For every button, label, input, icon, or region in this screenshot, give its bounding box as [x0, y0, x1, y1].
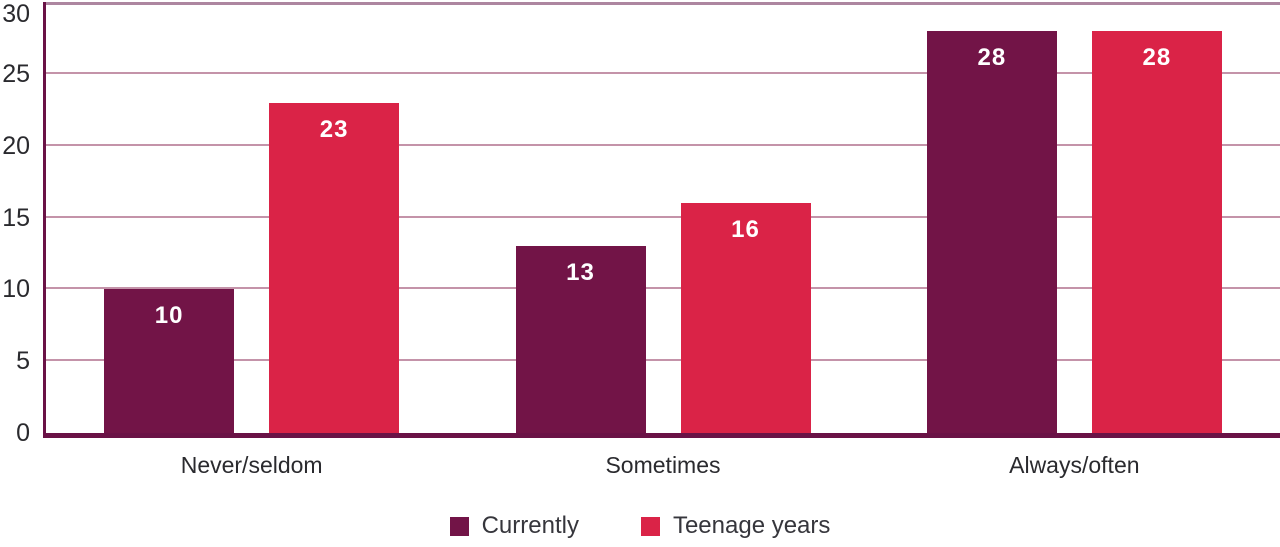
bar-value-label: 23: [319, 115, 349, 143]
bar-value-label: 10: [154, 302, 184, 330]
bar-teenage-years-sometimes: 16: [680, 203, 811, 433]
y-tick-label-5: 5: [16, 347, 30, 376]
bar-currently-always-often: 28: [926, 30, 1057, 433]
gridline-5: [46, 359, 1280, 362]
legend-item-currently: Currently: [449, 512, 579, 540]
x-category-label-sometimes: Sometimes: [605, 452, 721, 478]
y-tick-label-10: 10: [2, 275, 30, 304]
gridline-25: [46, 71, 1280, 74]
bar-value-label: 28: [977, 43, 1007, 71]
y-axis-tick-labels: 0 5 10 15 20 25 30: [0, 0, 30, 547]
chart-legend: Currently Teenage years: [0, 510, 1280, 542]
y-tick-label-25: 25: [2, 59, 30, 88]
y-tick-label-30: 30: [2, 0, 30, 28]
x-axis-baseline: [43, 433, 1280, 438]
y-tick-label-15: 15: [2, 203, 30, 232]
chart-top-border-line: [43, 2, 1280, 5]
bar-value-label: 13: [566, 259, 595, 287]
gridline-20: [46, 143, 1280, 146]
gridline-10: [46, 287, 1280, 290]
legend-swatch-icon: [449, 516, 469, 536]
x-category-label-never-seldom: Never/seldom: [180, 452, 323, 478]
bar-currently-never-seldom: 10: [104, 289, 235, 433]
y-tick-label-20: 20: [2, 131, 30, 160]
bar-value-label: 28: [1142, 43, 1172, 71]
bar-teenage-years-never-seldom: 23: [269, 102, 400, 433]
legend-item-teenage-years: Teenage years: [640, 512, 831, 540]
legend-label: Teenage years: [672, 512, 831, 539]
bar-value-label: 16: [731, 216, 760, 244]
y-tick-label-0: 0: [16, 419, 30, 447]
gridline-15: [46, 215, 1280, 218]
y-axis-line: [43, 2, 46, 437]
bar-teenage-years-always-often: 28: [1091, 30, 1222, 433]
legend-swatch-icon: [640, 516, 660, 536]
x-category-label-always-often: Always/often: [1009, 452, 1140, 478]
bar-currently-sometimes: 13: [515, 246, 646, 433]
legend-label: Currently: [481, 512, 579, 539]
plot-area: 10 23 13 16 28 28: [46, 2, 1280, 433]
